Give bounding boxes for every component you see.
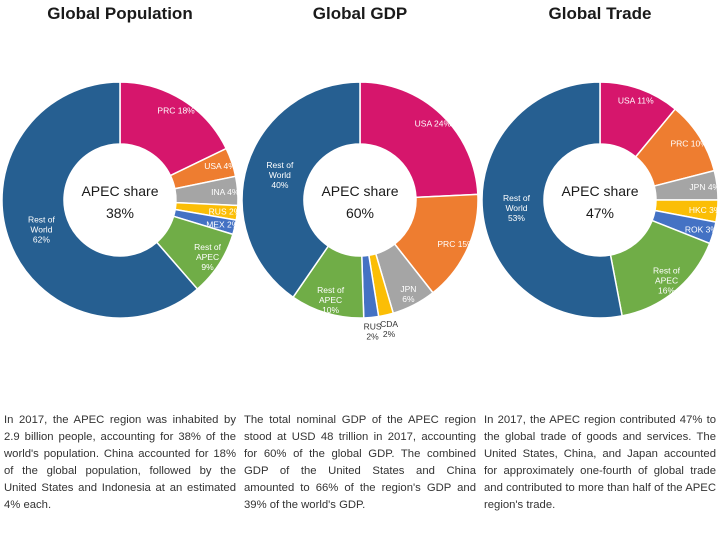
donut-chart-trade: USA 11% PRC 10% JPN 4% HKC 3% ROK 3% Rest of A… (480, 26, 720, 386)
chart-description: In 2017, the APEC region was inhabited b… (4, 412, 236, 514)
chart-title: Global GDP (240, 4, 480, 24)
segment-label: JPN 6% (400, 284, 416, 304)
segment-label: HKC 3% (689, 205, 720, 215)
segment-label: USA 24% (415, 119, 452, 129)
segment-label: PRC 18% (157, 106, 195, 116)
segment-label: ROK 3% (685, 224, 719, 234)
donut-chart-gdp: USA 24%PRC 15%JPN 6%CDA 2%RUS 2%Rest of APEC… (240, 26, 480, 386)
segment-label: PRC 15% (437, 239, 475, 249)
segment-label: USA 11% (618, 96, 654, 106)
segment-label: JPN 4% (689, 182, 720, 192)
panel-gdp: Global GDP USA 24% PRC 15% JPN 6% CDA 2% RUS 2%… (240, 0, 480, 540)
segment-label: PRC 10% (670, 138, 708, 148)
segment-label: RUS 2% (209, 206, 242, 216)
panel-population: Global Population PRC 18% USA 4% INA 4% RUS… (0, 0, 240, 540)
donut-chart-population: PRC 18%USA 4%INA 4%RUS 2%MEX 2%Rest of AP… (0, 26, 240, 386)
donut-segment (360, 82, 478, 197)
chart-title: Global Population (0, 4, 240, 24)
center-label: APEC share 47% (561, 183, 638, 221)
center-label: APEC share 38% (81, 183, 158, 221)
segment-label: CDA 2% (380, 319, 398, 339)
segment-label: Rest of APEC 16% (653, 265, 681, 295)
chart-description: In 2017, the APEC region contributed 47%… (484, 412, 716, 514)
chart-description: The total nominal GDP of the APEC region… (244, 412, 476, 514)
chart-title: Global Trade (480, 4, 720, 24)
panel-trade: Global Trade USA 11% PRC 10% JPN 4% HKC 3% R… (480, 0, 720, 540)
segment-label: USA 4% (204, 161, 236, 171)
segment-label: RUS 2% (364, 321, 382, 341)
segment-label: INA 4% (211, 187, 240, 197)
center-label: APEC share 60% (321, 183, 398, 221)
